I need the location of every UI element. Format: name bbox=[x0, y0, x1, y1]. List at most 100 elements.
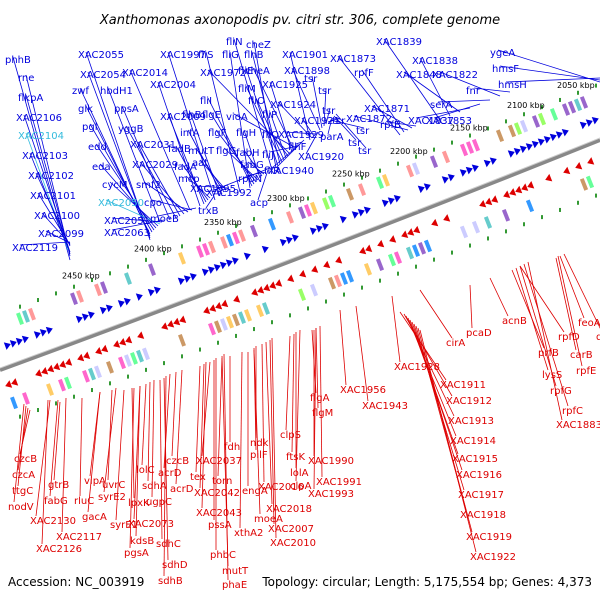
upper-gene-label[interactable]: eda bbox=[92, 162, 111, 173]
lower-gene-label[interactable]: XAC1918 bbox=[460, 510, 506, 521]
upper-gene-label[interactable]: XAC2119 bbox=[12, 243, 58, 254]
lower-gene-label[interactable]: ftsK bbox=[286, 452, 305, 463]
upper-gene-label[interactable]: XAC1901 bbox=[282, 50, 328, 61]
upper-gene-label[interactable]: ygeA bbox=[490, 48, 515, 59]
lower-gene-label[interactable]: XAC2043 bbox=[196, 508, 242, 519]
lower-gene-label[interactable]: pcaD bbox=[466, 328, 492, 339]
lower-gene-label[interactable]: sdhA bbox=[142, 481, 167, 492]
lower-gene-label[interactable]: XAC2073 bbox=[128, 519, 174, 530]
lower-gene-label[interactable]: tex bbox=[190, 472, 206, 483]
lower-gene-label[interactable]: lpxK bbox=[128, 498, 150, 509]
upper-gene-label[interactable]: XAC1873 bbox=[330, 54, 376, 65]
upper-gene-label[interactable]: rpfB bbox=[380, 120, 401, 131]
lower-gene-label[interactable]: XAC2007 bbox=[268, 524, 314, 535]
lower-gene-label[interactable]: XAC1911 bbox=[440, 380, 486, 391]
upper-gene-label[interactable]: XAC2100 bbox=[34, 211, 80, 222]
upper-gene-label[interactable]: XAC1925 bbox=[262, 80, 308, 91]
lower-gene-label[interactable]: uvrC bbox=[102, 480, 125, 491]
upper-gene-label[interactable]: serA bbox=[430, 100, 452, 111]
upper-gene-label[interactable]: glk bbox=[78, 104, 93, 115]
upper-gene-label[interactable]: XAC2054 bbox=[80, 70, 126, 81]
upper-gene-label[interactable]: flgG bbox=[216, 146, 236, 157]
lower-gene-label[interactable]: XAC1914 bbox=[450, 436, 496, 447]
upper-gene-label[interactable]: tsr bbox=[356, 126, 370, 137]
upper-gene-label[interactable]: trxB bbox=[198, 206, 219, 217]
upper-gene-label[interactable]: edd bbox=[88, 142, 107, 153]
upper-gene-label[interactable]: XAC2009 bbox=[160, 112, 206, 123]
lower-gene-label[interactable]: rluC bbox=[74, 496, 94, 507]
upper-gene-label[interactable]: smf2 bbox=[136, 180, 161, 191]
upper-gene-label[interactable]: XAC1848 bbox=[396, 70, 442, 81]
upper-gene-label[interactable]: XAC2050 bbox=[98, 198, 144, 209]
upper-gene-label[interactable]: flgF bbox=[208, 128, 227, 139]
upper-gene-label[interactable]: flgE bbox=[202, 110, 221, 121]
lower-gene-label[interactable]: cirA bbox=[446, 338, 465, 349]
lower-gene-label[interactable]: nodV bbox=[8, 502, 34, 513]
upper-gene-label[interactable]: parA bbox=[320, 132, 344, 143]
lower-gene-label[interactable]: sdhC bbox=[156, 539, 181, 550]
lower-gene-label[interactable]: moeA bbox=[254, 514, 283, 525]
lower-gene-label[interactable]: ndk bbox=[250, 438, 269, 449]
upper-gene-label[interactable]: tsr bbox=[348, 138, 362, 149]
lower-gene-label[interactable]: XAC1919 bbox=[466, 532, 512, 543]
upper-gene-label[interactable]: fadB bbox=[168, 144, 191, 155]
lower-gene-label[interactable]: czcB bbox=[166, 456, 189, 467]
upper-gene-label[interactable]: cycM bbox=[102, 180, 128, 191]
upper-gene-label[interactable]: fliS bbox=[198, 50, 213, 61]
lower-gene-label[interactable]: czcB bbox=[14, 454, 37, 465]
lower-gene-label[interactable]: XAC2016 bbox=[258, 482, 304, 493]
lower-gene-label[interactable]: kdsB bbox=[130, 536, 154, 547]
lower-gene-label[interactable]: flgA bbox=[310, 393, 330, 404]
lower-gene-label[interactable]: flgM bbox=[312, 408, 333, 419]
lower-gene-label[interactable]: engA bbox=[242, 486, 268, 497]
lower-gene-label[interactable]: sdhD bbox=[162, 560, 188, 571]
lower-gene-label[interactable]: XAC1993 bbox=[308, 489, 354, 500]
lower-gene-label[interactable]: XAC2130 bbox=[30, 516, 76, 527]
upper-gene-label[interactable]: XAC1853 bbox=[426, 116, 472, 127]
lower-gene-label[interactable]: pilF bbox=[250, 450, 268, 461]
upper-gene-label[interactable]: XAC1872 bbox=[346, 114, 392, 125]
upper-gene-label[interactable]: mutT bbox=[188, 146, 215, 157]
lower-gene-label[interactable]: gacA bbox=[82, 512, 107, 523]
upper-gene-label[interactable]: rpoN bbox=[238, 174, 262, 185]
lower-gene-label[interactable]: prfB bbox=[538, 348, 559, 359]
lower-gene-label[interactable]: pssA bbox=[208, 520, 232, 531]
upper-gene-label[interactable]: fnr bbox=[466, 86, 481, 97]
upper-gene-label[interactable]: XAC1822 bbox=[432, 70, 478, 81]
lower-gene-label[interactable]: XAC1913 bbox=[448, 416, 494, 427]
lower-gene-label[interactable]: lysS bbox=[542, 370, 562, 381]
upper-gene-label[interactable]: tsr bbox=[332, 116, 346, 127]
upper-gene-label[interactable]: XAC1995 bbox=[190, 184, 236, 195]
upper-gene-label[interactable]: XAC2102 bbox=[28, 171, 74, 182]
upper-gene-label[interactable]: fliR bbox=[264, 166, 280, 177]
upper-gene-label[interactable]: hmsF bbox=[492, 64, 519, 75]
lower-gene-label[interactable]: syrE2 bbox=[98, 492, 126, 503]
lower-gene-label[interactable]: acrD bbox=[158, 468, 182, 479]
lower-gene-label[interactable]: torn bbox=[212, 476, 232, 487]
upper-gene-label[interactable]: phhB bbox=[5, 55, 31, 66]
upper-gene-label[interactable]: cheA bbox=[245, 66, 270, 77]
upper-gene-label[interactable]: rne bbox=[18, 73, 34, 84]
lower-gene-label[interactable]: czcA bbox=[12, 470, 35, 481]
lower-gene-label[interactable]: XAC2117 bbox=[56, 532, 102, 543]
upper-gene-label[interactable]: XAC2014 bbox=[122, 68, 168, 79]
upper-gene-label[interactable]: moeB bbox=[150, 214, 179, 225]
lower-gene-label[interactable]: rpfE bbox=[576, 366, 596, 377]
lower-gene-label[interactable]: XAC1990 bbox=[308, 456, 354, 467]
lower-gene-label[interactable]: XAC2018 bbox=[266, 504, 312, 515]
upper-gene-label[interactable]: fliO bbox=[248, 96, 265, 107]
upper-gene-label[interactable]: XAC1929 bbox=[278, 130, 324, 141]
upper-gene-label[interactable]: fadA bbox=[174, 162, 197, 173]
lower-gene-label[interactable]: carB bbox=[570, 350, 593, 361]
lower-gene-label[interactable]: ttgC bbox=[12, 486, 33, 497]
upper-gene-label[interactable]: fliP bbox=[262, 110, 277, 121]
upper-gene-label[interactable]: XAC2031 bbox=[130, 140, 176, 151]
upper-gene-label[interactable]: flkpA bbox=[18, 93, 43, 104]
upper-gene-label[interactable]: fliI bbox=[200, 96, 212, 107]
lower-gene-label[interactable]: feoA bbox=[578, 318, 600, 329]
upper-gene-label[interactable]: fliJ bbox=[262, 150, 274, 161]
upper-gene-label[interactable]: flhF bbox=[288, 142, 307, 153]
upper-gene-label[interactable]: XAC1839 bbox=[376, 37, 422, 48]
upper-gene-label[interactable]: XAC2055 bbox=[78, 50, 124, 61]
lower-gene-label[interactable]: XAC1928 bbox=[394, 362, 440, 373]
